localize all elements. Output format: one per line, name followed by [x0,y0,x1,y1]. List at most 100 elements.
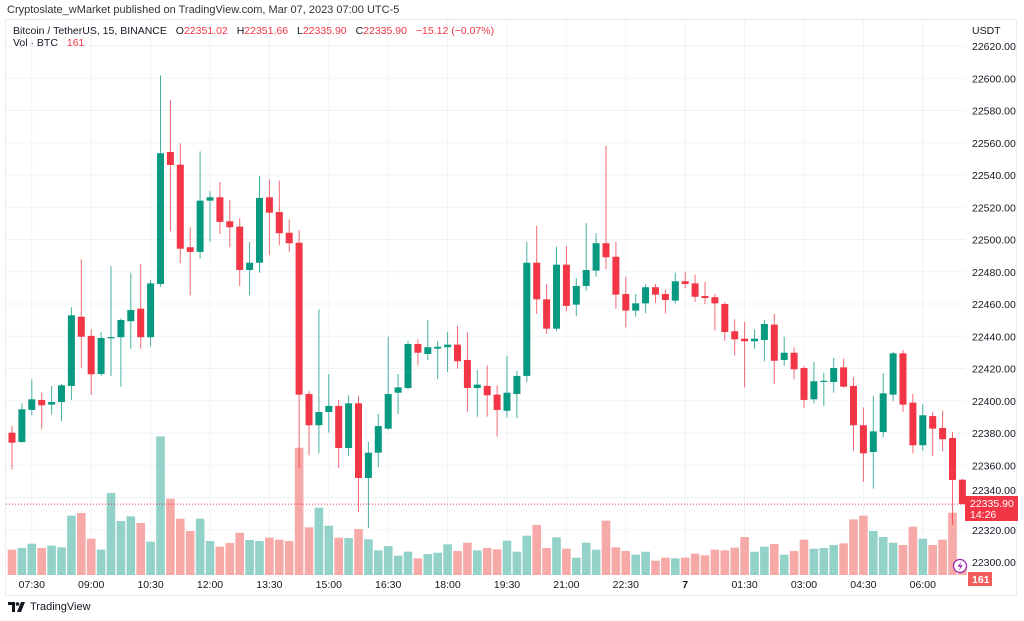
candle [305,391,313,456]
tradingview-logo-icon [8,602,25,612]
volume-bar [710,549,720,575]
candle [513,370,521,419]
candle [364,442,372,529]
candle [859,407,867,483]
candle [374,413,382,468]
candle [701,281,709,304]
volume-bar [671,558,680,575]
live-icon[interactable] [952,558,968,574]
candle-body [652,287,659,295]
candle-body [523,262,531,376]
candle [335,399,343,468]
volume-bar [86,538,96,575]
candle [751,329,758,349]
candle-body [681,281,689,285]
candle [592,233,600,277]
candle-body [246,262,254,270]
candle-body [345,403,353,448]
volume-bar [146,541,155,575]
candle [166,100,174,232]
y-tick-label: 22380.00 [972,428,1016,440]
volume-bar [948,512,957,575]
x-tick-label: 01:30 [731,579,757,591]
volume-bar [502,540,512,575]
candle [721,301,729,341]
candle-body [147,283,155,338]
y-tick-label: 22560.00 [972,138,1016,150]
close-label: C [355,25,364,37]
x-tick-label: 13:30 [256,579,282,591]
candle [444,332,452,373]
candle [137,264,145,349]
candle-body [414,343,422,353]
candle-body [186,247,194,252]
candle [731,319,739,356]
candle-body [543,299,551,329]
volume-bar [829,545,838,575]
candle-body [958,479,966,505]
candle-body [949,437,956,480]
candle-body [642,287,650,304]
y-tick-label: 22400.00 [972,396,1016,408]
candle-body [691,283,699,297]
y-tick-label: 22420.00 [972,364,1016,376]
volume-bar [47,545,56,575]
volume-bar [413,558,423,575]
candle-body [800,368,808,400]
candle-body [58,385,65,403]
candle [325,373,333,433]
x-tick-label: 19:30 [494,579,520,591]
candle-body [919,415,927,446]
volume-bar [572,557,581,575]
close-value: 22335.90 [363,25,407,37]
candle [355,395,362,513]
candle [48,385,56,415]
candle-body [929,416,937,429]
tradingview-logo[interactable]: TradingView [8,601,91,613]
candle-body [454,344,461,362]
x-tick-label: 06:00 [910,579,936,591]
x-tick-label: 04:30 [850,579,876,591]
candle [632,294,640,317]
candle-body [265,197,273,213]
candle-body [899,353,907,405]
last-volume-badge: 161 [968,572,992,586]
candle-body [909,402,917,446]
volume-bar [651,560,660,575]
candle-body [67,315,75,386]
candle [810,362,818,404]
candle [463,332,471,413]
candle [958,478,966,505]
volume-bar [324,525,334,575]
volume-bar [57,547,66,575]
candle-body [751,338,758,342]
candle-body [236,226,244,270]
volume-bar [185,531,195,575]
published-line: Cryptoslate_wMarket published on Trading… [7,4,400,16]
candle-body [275,212,283,234]
candle [830,358,838,393]
volume-bar [888,542,898,575]
candle [265,179,273,256]
candle-body [562,264,570,306]
candle [760,319,768,362]
volume-bar [463,542,472,575]
volume-bar [918,538,928,575]
volume-bar [492,549,502,575]
candle [790,347,798,380]
x-tick-label: 18:00 [434,579,460,591]
currency-label: USDT [972,25,1001,37]
brand-name: TradingView [30,601,91,613]
volume-bar [819,548,829,575]
candle-body [404,343,412,389]
volume-bar [383,546,393,575]
candle-body [38,399,46,406]
volume-bar [17,548,27,575]
candle [909,393,917,454]
volume-bar [779,554,789,575]
candle-body [97,338,105,374]
volume-bar [720,550,730,575]
volume-bar [680,557,690,575]
candle [414,339,422,366]
